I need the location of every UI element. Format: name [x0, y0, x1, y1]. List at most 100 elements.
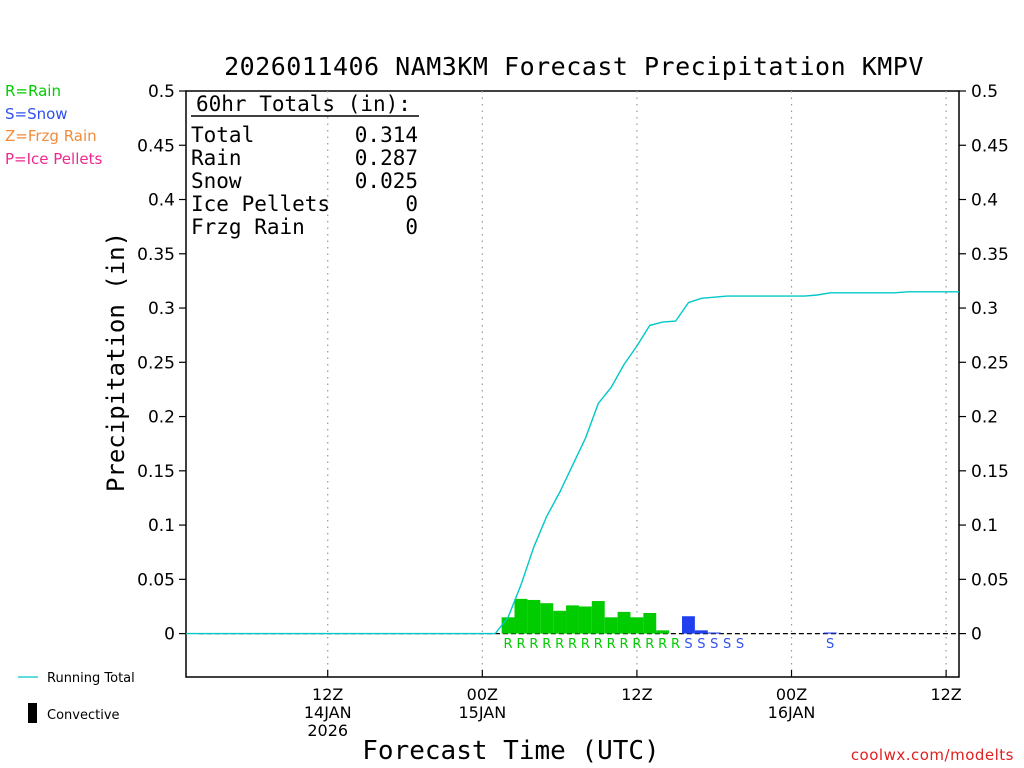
running-total-legend-label: Running Total	[47, 671, 135, 686]
y-tick-label-left-9: 0.05	[137, 570, 175, 590]
rain-type-label-4: R	[555, 637, 564, 652]
x-tick-label-1-0: 00Z	[467, 685, 498, 704]
totals-label-3: Ice Pellets	[191, 192, 330, 216]
x-tick-label-0-0: 12Z	[312, 685, 343, 704]
snow-type-label-1: S	[697, 637, 705, 652]
legend-frzg-rain: Z=Frzg Rain	[5, 127, 97, 145]
y-tick-label-right-10: 0	[971, 625, 982, 645]
snow-bar-0	[682, 616, 695, 634]
legend-ice-pellets: P=Ice Pellets	[5, 150, 102, 168]
y-tick-label-left-6: 0.2	[148, 408, 175, 428]
snow-bar-2	[707, 632, 721, 634]
rain-type-label-2: R	[529, 637, 538, 652]
x-tick-label-0-2: 2026	[307, 721, 348, 740]
totals-label-0: Total	[191, 123, 254, 147]
totals-value-2: 0.025	[355, 169, 418, 193]
rain-type-label-11: R	[645, 637, 654, 652]
y-tick-label-right-1: 0.45	[971, 136, 1009, 156]
x-tick-label-1-1: 15JAN	[458, 703, 506, 722]
snow-type-label-4: S	[736, 637, 744, 652]
x-tick-label-3-0: 00Z	[776, 685, 807, 704]
rain-bar-3	[540, 603, 554, 634]
totals-value-4: 0	[405, 215, 418, 239]
rain-type-label-8: R	[607, 637, 616, 652]
chart-title: 2026011406 NAM3KM Forecast Precipitation…	[224, 52, 924, 81]
totals-label-1: Rain	[191, 146, 242, 170]
y-tick-label-left-5: 0.25	[137, 353, 175, 373]
rain-type-label-13: R	[671, 637, 680, 652]
rain-bar-9	[617, 611, 631, 634]
y-tick-label-right-6: 0.2	[971, 408, 998, 428]
rain-bar-4	[553, 610, 567, 634]
y-tick-label-right-8: 0.1	[971, 516, 998, 536]
x-tick-label-4-0: 12Z	[930, 685, 961, 704]
x-axis-label: Forecast Time (UTC)	[362, 736, 659, 766]
legend-snow: S=Snow	[5, 105, 68, 123]
snow-type-label-2: S	[710, 637, 718, 652]
snow-type-label-5: S	[826, 637, 834, 652]
rain-bar-12	[656, 630, 670, 634]
rain-bar-10	[630, 617, 644, 634]
rain-type-label-12: R	[658, 637, 667, 652]
totals-label-2: Snow	[191, 169, 242, 193]
rain-type-label-1: R	[516, 637, 525, 652]
totals-box: 60hr Totals (in): Total 0.314 Rain 0.287 Sno…	[191, 92, 419, 239]
totals-rows: Total 0.314 Rain 0.287 Snow 0.025 Ice Pellets 0…	[191, 123, 418, 239]
totals-header: 60hr Totals (in):	[196, 92, 411, 116]
plot-frame	[185, 90, 960, 678]
rain-bar-2	[527, 599, 541, 634]
rain-type-label-6: R	[581, 637, 590, 652]
rain-bar-7	[591, 601, 605, 634]
rain-bar-5	[566, 605, 579, 634]
rain-bar-0	[501, 617, 515, 634]
bars-group	[501, 598, 837, 634]
y-tick-label-left-3: 0.35	[137, 245, 175, 265]
rain-type-label-3: R	[542, 637, 551, 652]
y-ticks: 0.5 0.5 0.45 0.45 0.4 0.4 0.35 0.35 0.3 0.3 0.25 0.…	[137, 82, 1009, 645]
line-legend: Running Total Convective	[18, 671, 135, 723]
x-tick-label-2-0: 12Z	[621, 685, 652, 704]
y-tick-label-right-5: 0.25	[971, 353, 1009, 373]
y-tick-label-left-10: 0	[164, 625, 175, 645]
grid-lines	[198, 91, 959, 677]
rain-type-label-9: R	[620, 637, 629, 652]
legend-rain: R=Rain	[5, 82, 61, 100]
running-total-group	[186, 291, 959, 635]
y-tick-label-left-1: 0.45	[137, 136, 175, 156]
running-total-line	[186, 291, 959, 635]
y-tick-label-right-3: 0.35	[971, 245, 1009, 265]
snow-type-label-0: S	[684, 637, 692, 652]
rain-bar-6	[578, 606, 592, 634]
convective-legend-label: Convective	[47, 708, 120, 723]
y-tick-label-right-7: 0.15	[971, 462, 1009, 482]
x-tick-label-3-1: 16JAN	[768, 703, 816, 722]
totals-label-4: Frzg Rain	[191, 215, 305, 239]
snow-bar-1	[694, 630, 708, 634]
rain-type-label-5: R	[568, 637, 577, 652]
ptype-legend: R=Rain S=Snow Z=Frzg Rain P=Ice Pellets	[5, 82, 102, 168]
snow-bar-5	[823, 632, 837, 634]
rain-bar-11	[643, 612, 657, 634]
x-tick-label-0-1: 14JAN	[304, 703, 352, 722]
credit-text: coolwx.com/modelts	[851, 746, 1014, 764]
totals-value-0: 0.314	[355, 123, 418, 147]
rain-type-label-7: R	[594, 637, 603, 652]
y-tick-label-right-9: 0.05	[971, 570, 1009, 590]
totals-value-1: 0.287	[355, 146, 418, 170]
rain-bar-1	[514, 598, 528, 634]
y-tick-label-right-2: 0.4	[971, 191, 998, 211]
rain-type-label-10: R	[632, 637, 641, 652]
y-tick-label-right-4: 0.3	[971, 299, 998, 319]
y-tick-label-left-0: 0.5	[148, 82, 175, 102]
rain-type-label-0: R	[504, 637, 513, 652]
y-tick-label-left-2: 0.4	[148, 191, 175, 211]
y-tick-label-right-0: 0.5	[971, 82, 998, 102]
snow-type-label-3: S	[723, 637, 731, 652]
y-tick-label-left-4: 0.3	[148, 299, 175, 319]
y-tick-label-left-8: 0.1	[148, 516, 175, 536]
rain-bar-8	[604, 617, 618, 634]
y-tick-label-left-7: 0.15	[137, 462, 175, 482]
